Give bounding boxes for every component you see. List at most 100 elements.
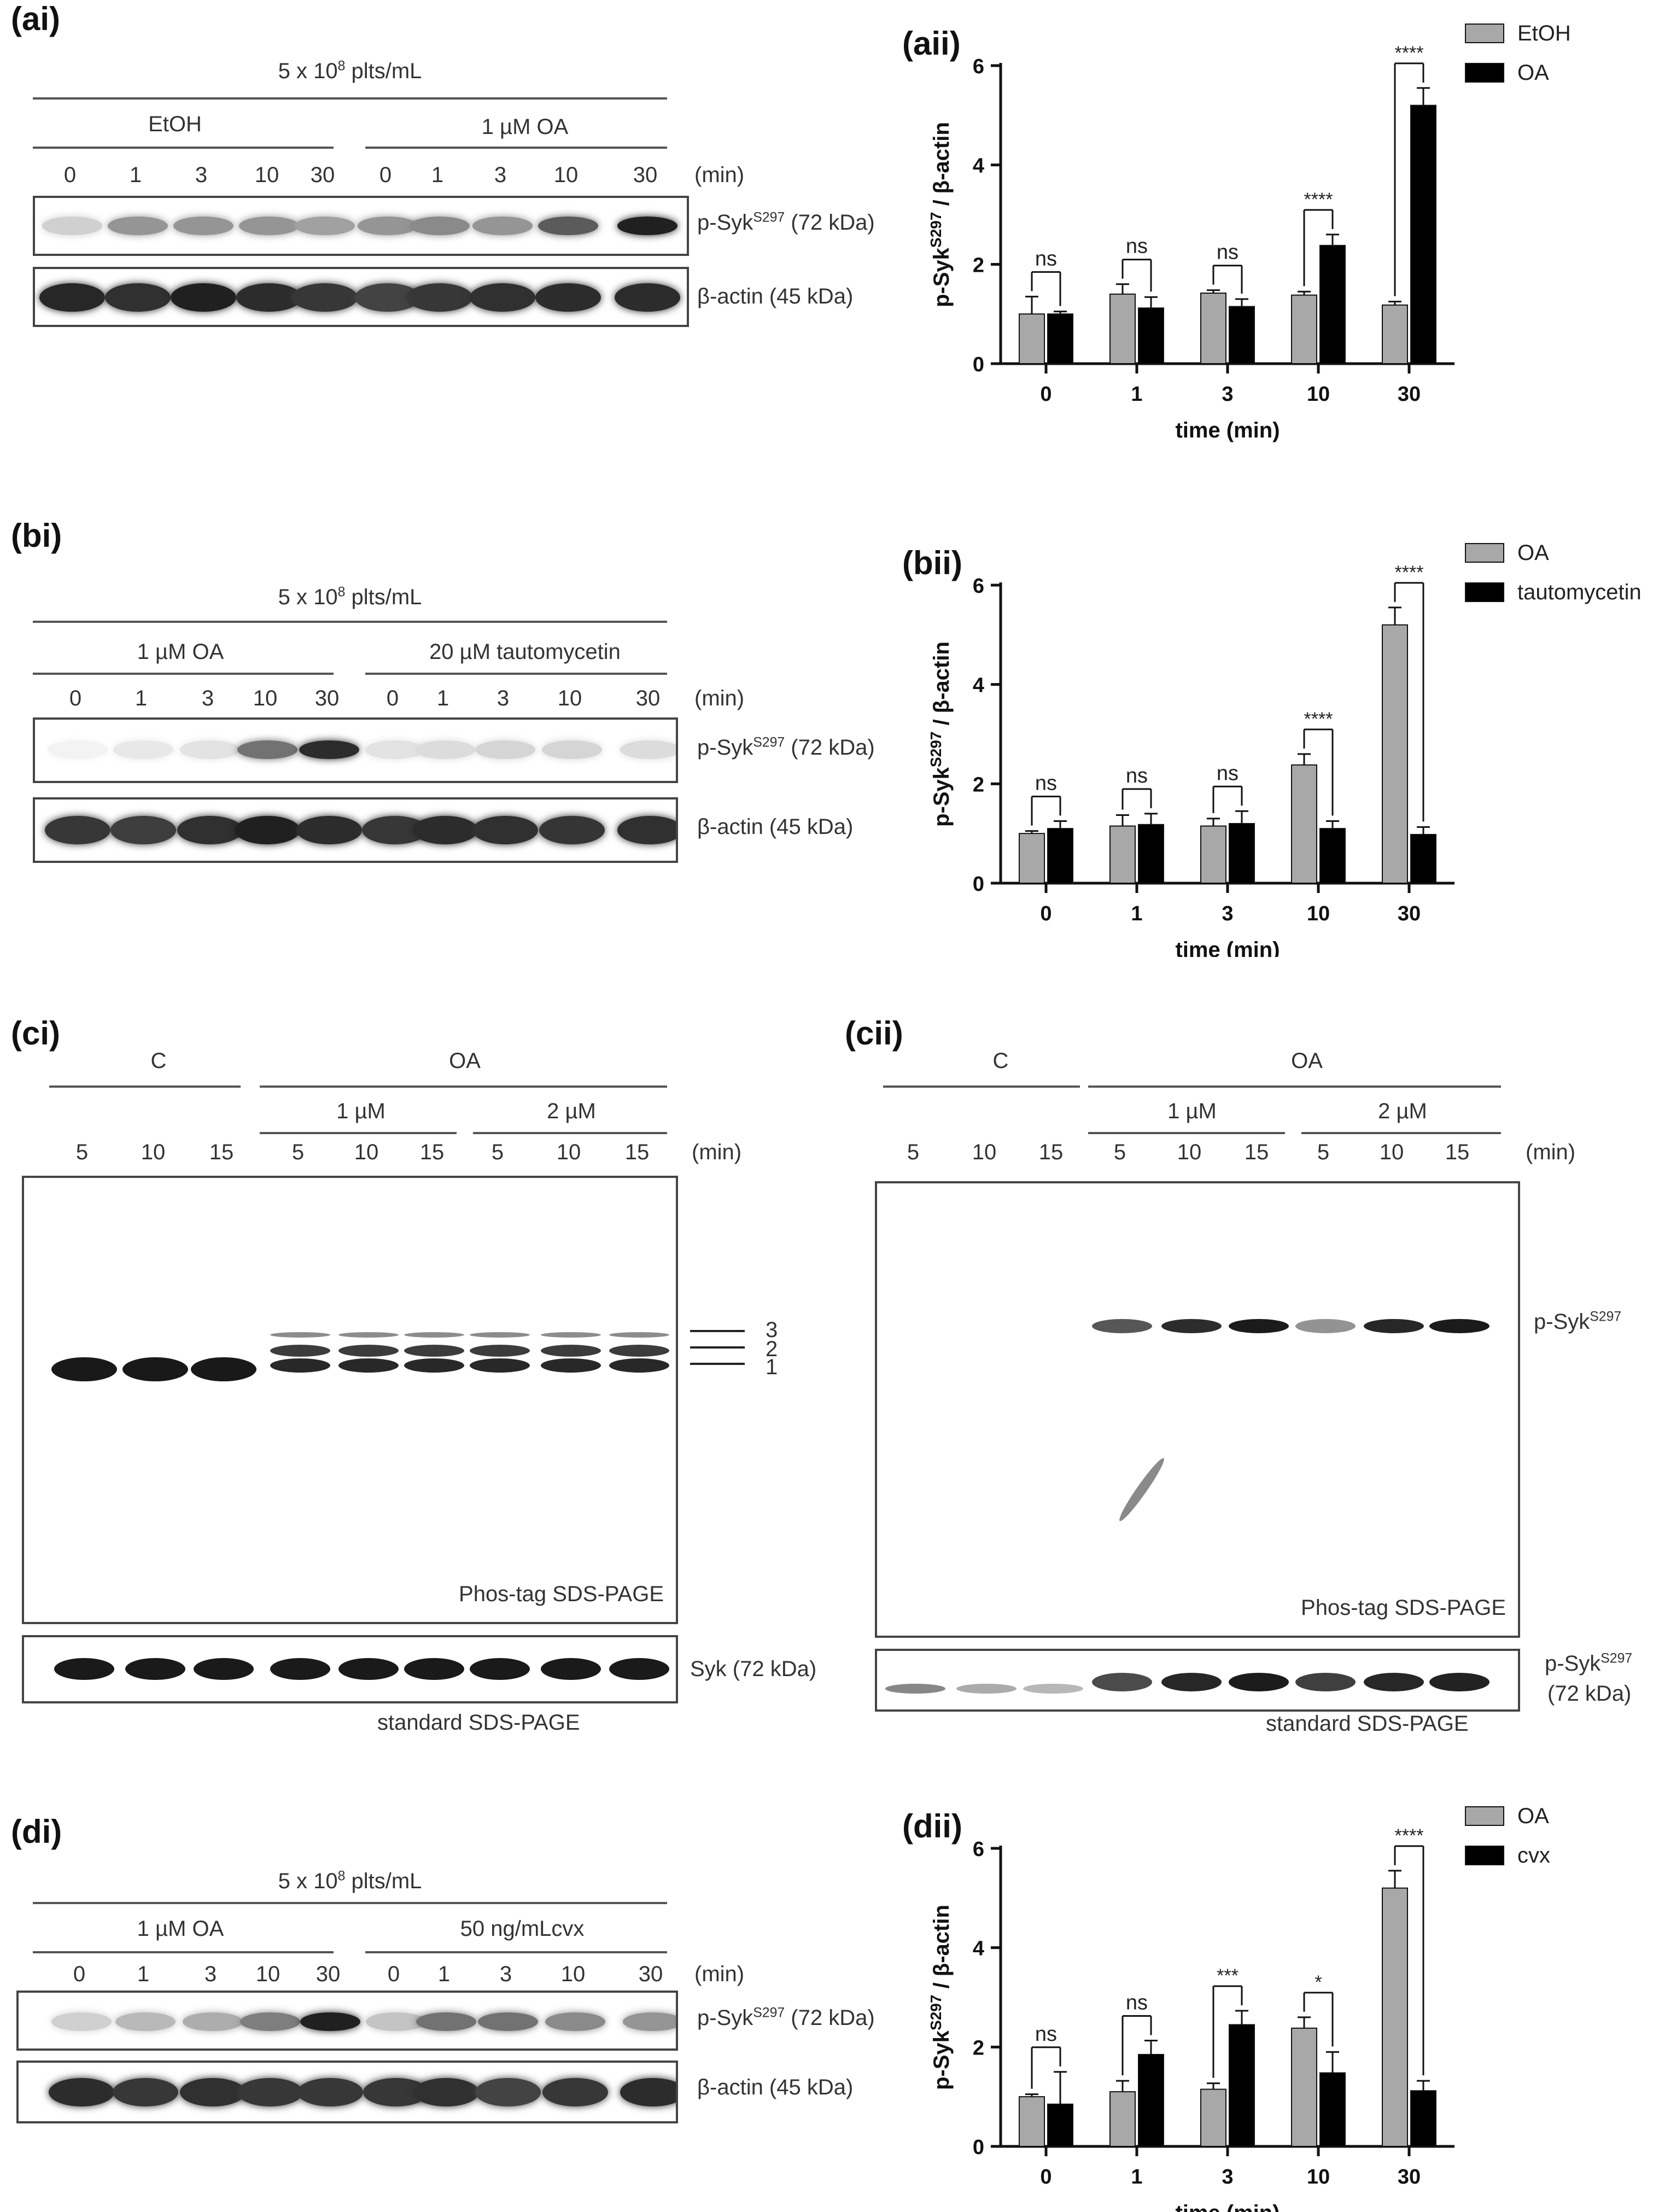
phos-tag-gel-ci: Phos-tag SDS-PAGE: [22, 1176, 678, 1624]
cell-density-label: 5 x 108 plts/mL: [278, 59, 422, 84]
time-label: 15: [1038, 1140, 1064, 1164]
density-bracket-line: [33, 97, 667, 100]
band-label-psyk-cii: p-SykS297: [1534, 1310, 1621, 1334]
blot-band: [113, 740, 173, 759]
time-label: 5: [291, 1140, 305, 1164]
legend-swatch: [1465, 1806, 1504, 1826]
density-exponent: 8: [337, 585, 346, 600]
y-tick-label: 6: [973, 1838, 984, 1861]
x-tick-label: 30: [1398, 383, 1421, 406]
legend-swatch: [1465, 1846, 1504, 1865]
gel-band: [609, 1358, 669, 1373]
gel-band: [609, 1332, 669, 1338]
density-unit: plts/mL: [345, 59, 422, 83]
blot-band: [51, 2012, 112, 2031]
legend-swatch: [1465, 63, 1504, 83]
y-tick-label: 2: [973, 773, 984, 796]
panel-label-ci: (ci): [11, 1015, 60, 1052]
blot-band: [472, 217, 533, 235]
time-label: 10: [253, 686, 278, 710]
time-label: 0: [387, 1962, 400, 1986]
gel-band: [404, 1358, 464, 1373]
bar-tautomycetin: [1410, 833, 1436, 884]
blot-label-actin-di: β-actin (45 kDa): [697, 2075, 854, 2099]
blot-band: [292, 283, 358, 312]
legend-label: tautomycetin: [1517, 580, 1642, 604]
sig-label: ns: [1035, 2023, 1057, 2046]
gel-band: [609, 1658, 669, 1680]
gel-band: [270, 1345, 330, 1357]
blot-band: [235, 816, 300, 844]
blot-band: [296, 816, 362, 844]
x-tick-label: 0: [1040, 2166, 1052, 2188]
gel-band: [404, 1658, 464, 1680]
bar-OA: [1047, 313, 1073, 365]
site-sup: S297: [753, 735, 785, 750]
group-bracket-oa-di: [33, 1951, 334, 1953]
time-label: 3: [201, 686, 214, 710]
blot-band: [407, 283, 472, 312]
density-text: 5 x 10: [278, 59, 338, 83]
sig-label: ****: [1304, 189, 1333, 210]
density-exponent: 8: [337, 59, 346, 74]
time-label: 30: [314, 686, 340, 710]
gel-band: [470, 1658, 530, 1680]
time-label: 10: [556, 1140, 581, 1164]
time-label: 1: [135, 686, 148, 710]
x-tick-label: 10: [1307, 383, 1330, 406]
gel-band: [404, 1345, 464, 1357]
time-label: 1: [436, 686, 449, 710]
gel-band: [956, 1684, 1017, 1694]
x-tick-label: 3: [1222, 902, 1233, 925]
min-label-cii: (min): [1526, 1140, 1576, 1164]
bar-OA: [1229, 306, 1255, 365]
time-label: 10: [1177, 1140, 1202, 1164]
sig-label: ns: [1035, 247, 1057, 270]
y-tick-label: 2: [973, 254, 984, 277]
x-tick-label: 10: [1307, 902, 1330, 925]
bracket-dose2-cii: [1301, 1132, 1501, 1134]
gel-band: [470, 1332, 530, 1338]
blot-psyk-di: [16, 1991, 678, 2051]
blot-band: [45, 816, 110, 844]
time-label: 0: [69, 686, 82, 710]
gel-band: [885, 1684, 945, 1694]
group-label-oa-cii: OA: [1291, 1049, 1323, 1073]
marker-label-1: 1: [766, 1355, 778, 1379]
bar-cvx: [1319, 2072, 1346, 2147]
y-tick-label: 4: [973, 1937, 984, 1960]
bar-EtOH: [1200, 293, 1226, 364]
blot-band: [173, 217, 233, 235]
bar-OA: [1382, 1887, 1408, 2147]
gel-artifact: [1115, 1455, 1168, 1524]
blot-band: [617, 217, 677, 235]
sig-label: ns: [1126, 764, 1148, 787]
bar-OA: [1109, 825, 1136, 884]
y-tick-label: 2: [973, 2036, 984, 2059]
x-tick-label: 10: [1307, 2166, 1330, 2188]
protein-name: p-Syk: [1534, 1310, 1590, 1334]
bar-EtOH: [1019, 313, 1045, 365]
bracket-dose1-ci: [260, 1132, 457, 1134]
time-label: 10: [557, 686, 582, 710]
gel-band: [1161, 1673, 1222, 1691]
density-bracket-line-di: [33, 1902, 667, 1904]
group-label-tautomycetin: 20 µM tautomycetin: [429, 640, 621, 664]
x-axis-label: time (min): [1175, 2201, 1280, 2212]
time-label: 5: [75, 1140, 89, 1164]
chart-bii: (bii) 0 2 4 6 p-SykS297 / β-actin time (min) 0 n…: [902, 541, 1642, 957]
blot-actin-ai: [33, 267, 689, 327]
panel-label-bi: (bi): [11, 517, 62, 554]
min-label-di: (min): [694, 1962, 745, 1986]
legend-swatch: [1465, 24, 1504, 43]
bar-OA: [1291, 2027, 1317, 2147]
x-tick-label: 3: [1222, 2166, 1233, 2188]
x-tick-label: 1: [1131, 902, 1142, 925]
time-label: 30: [635, 686, 661, 710]
blot-psyk-ai: [33, 196, 689, 256]
gel-band: [541, 1358, 601, 1373]
gel-band: [270, 1658, 330, 1680]
protein-name: p-Syk: [697, 736, 753, 760]
blot-band: [620, 740, 676, 759]
blot-label-psyk-bi: p-SykS297 (72 kDa): [697, 736, 875, 760]
